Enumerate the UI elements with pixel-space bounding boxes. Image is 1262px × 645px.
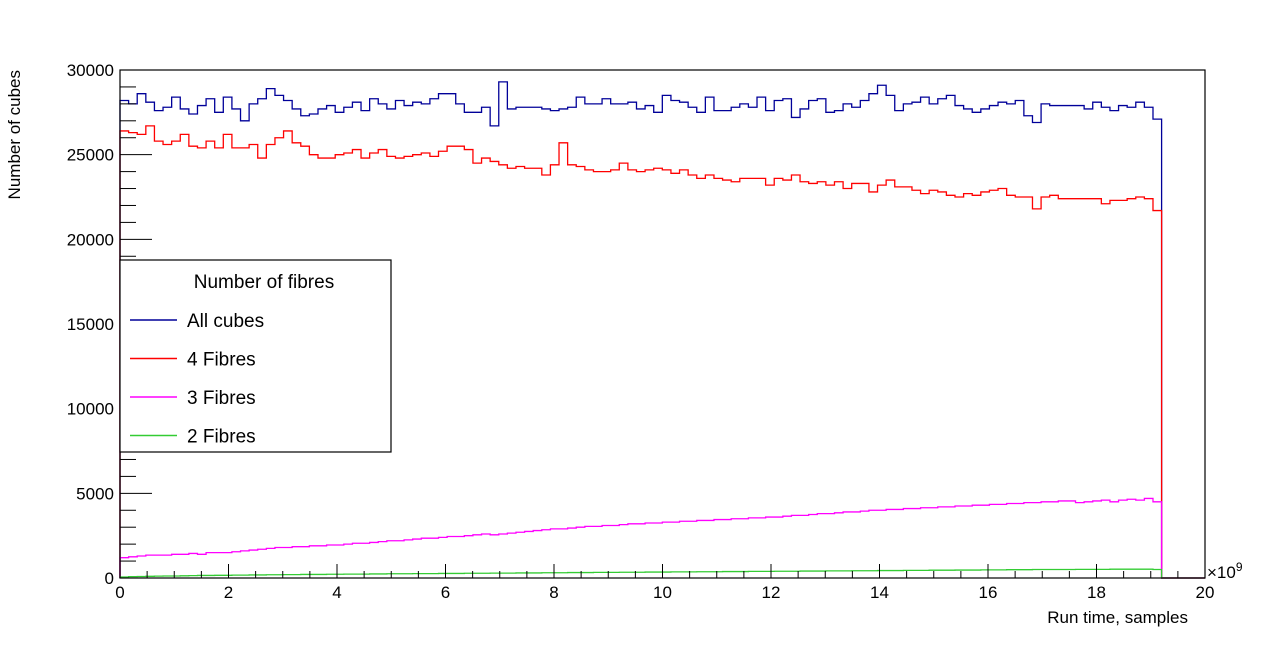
x-tick-label: 20 [1196, 583, 1215, 602]
x-tick-label: 16 [979, 583, 998, 602]
legend: Number of fibres All cubes 4 Fibres 3 Fibr… [119, 259, 392, 453]
y-tick-label: 15000 [67, 315, 114, 334]
x-tick-label: 10 [653, 583, 672, 602]
legend-entry-label: 3 Fibres [187, 388, 256, 409]
x-tick-label: 4 [332, 583, 341, 602]
legend-title: Number of fibres [194, 272, 334, 293]
x-tick-label: 14 [870, 583, 889, 602]
legend-entry-label: 4 Fibres [187, 350, 256, 371]
y-tick-label: 10000 [67, 400, 114, 419]
legend-entry-label: 2 Fibres [187, 427, 256, 448]
x-multiplier-base: ×10 [1207, 563, 1236, 582]
x-tick-label: 0 [115, 583, 124, 602]
y-tick-label: 30000 [67, 61, 114, 80]
series-line-2-fibres [119, 568, 1205, 579]
series-line-3-fibres [119, 497, 1205, 579]
x-tick-label: 8 [549, 583, 558, 602]
y-tick-label: 25000 [67, 146, 114, 165]
y-tick-label: 5000 [76, 484, 114, 503]
y-tick-label: 0 [105, 569, 114, 588]
series-line-4-fibres [119, 125, 1205, 579]
legend-entries: All cubes 4 Fibres 3 Fibres 2 Fibres [130, 311, 264, 448]
series-layer [119, 81, 1205, 579]
x-tick-label: 12 [762, 583, 781, 602]
x-axis-multiplier: ×109 [1207, 560, 1243, 582]
series-line-all-cubes [119, 81, 1205, 579]
legend-entry-label: All cubes [187, 311, 264, 332]
x-axis-label: Run time, samples [1047, 608, 1188, 627]
x-tick-label: 2 [224, 583, 233, 602]
x-multiplier-exponent: 9 [1236, 560, 1243, 574]
y-tick-label: 20000 [67, 230, 114, 249]
ticks-layer: 0 2 4 6 8 10 12 14 16 18 20 0 5000 10000 15000 20000 250… [67, 61, 1215, 602]
x-tick-label: 18 [1087, 583, 1106, 602]
y-axis-label: Number of cubes [5, 70, 24, 199]
x-tick-label: 6 [441, 583, 450, 602]
legend-box [119, 259, 392, 453]
